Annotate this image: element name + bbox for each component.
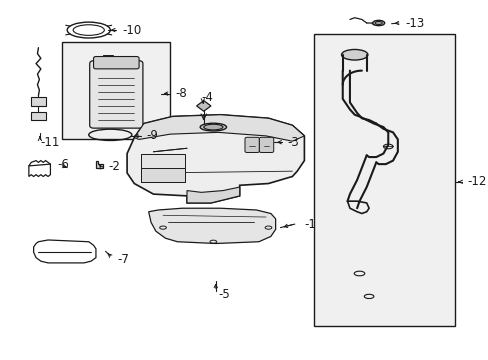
Ellipse shape [341, 49, 367, 60]
Bar [141, 168, 184, 182]
Text: -13: -13 [404, 17, 424, 30]
Text: -8: -8 [175, 87, 186, 100]
Ellipse shape [200, 123, 226, 131]
FancyBboxPatch shape [244, 137, 259, 153]
Polygon shape [96, 161, 103, 168]
Bar [237, 131, 282, 157]
Polygon shape [186, 187, 239, 203]
Ellipse shape [372, 21, 384, 26]
Polygon shape [196, 100, 210, 111]
Polygon shape [134, 115, 304, 141]
FancyBboxPatch shape [89, 61, 142, 128]
Bar [31, 97, 45, 106]
Text: -3: -3 [287, 136, 299, 149]
Text: -4: -4 [201, 91, 213, 104]
FancyBboxPatch shape [259, 137, 273, 153]
Bar [141, 154, 184, 182]
Bar [62, 42, 170, 139]
Text: -9: -9 [146, 129, 158, 143]
Ellipse shape [374, 21, 382, 24]
Text: -5: -5 [218, 288, 229, 301]
Text: -6: -6 [58, 158, 69, 171]
FancyBboxPatch shape [93, 57, 139, 69]
Text: -2: -2 [108, 160, 120, 173]
Text: -7: -7 [117, 253, 129, 266]
Text: -10: -10 [122, 23, 141, 37]
Bar [31, 112, 45, 120]
Text: -12: -12 [467, 175, 486, 188]
Text: -1: -1 [304, 217, 316, 231]
Polygon shape [148, 208, 275, 243]
Text: -11: -11 [41, 136, 60, 149]
Bar [313, 33, 454, 327]
Polygon shape [127, 115, 304, 203]
Ellipse shape [203, 124, 223, 130]
